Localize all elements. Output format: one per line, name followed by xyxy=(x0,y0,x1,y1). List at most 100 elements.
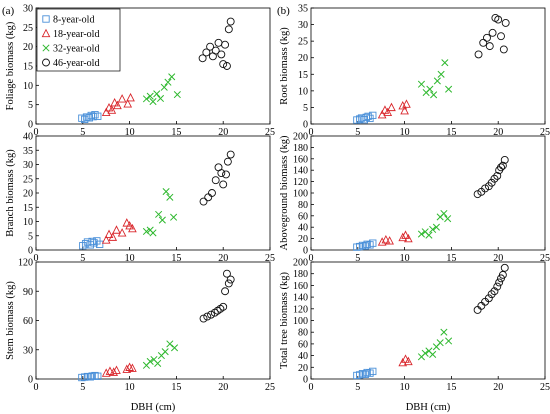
data-point xyxy=(402,99,411,108)
x-tick-label: 25 xyxy=(265,382,275,393)
y-axis-label: Stem biomass (kg) xyxy=(5,281,16,360)
x-tick-label: 25 xyxy=(540,382,550,393)
data-point xyxy=(199,314,208,323)
x-tick-label: 20 xyxy=(218,127,228,138)
data-point xyxy=(198,54,207,63)
y-tick-label: 140 xyxy=(293,166,308,177)
data-point xyxy=(223,157,232,166)
data-point xyxy=(126,92,135,102)
data-point xyxy=(202,48,211,57)
data-point xyxy=(404,233,413,243)
data-point xyxy=(493,171,502,180)
y-tick-label: 200 xyxy=(293,258,308,269)
plot-frame xyxy=(310,7,546,125)
data-point xyxy=(226,275,235,284)
x-tick-label: 5 xyxy=(355,382,360,393)
series-46-year-old xyxy=(473,155,509,199)
plot-frame xyxy=(310,261,546,380)
data-point xyxy=(398,232,408,242)
data-point xyxy=(203,312,212,321)
data-point xyxy=(445,337,453,345)
data-point xyxy=(369,367,377,376)
data-point xyxy=(108,232,118,241)
y-tick-label: 20 xyxy=(23,189,33,200)
plot-frame xyxy=(35,261,271,380)
x-axis-label-0: DBH (cm) xyxy=(131,402,176,413)
data-point xyxy=(477,301,486,310)
data-point xyxy=(421,349,429,357)
x-tick-label: 25 xyxy=(540,253,550,264)
x-tick-label: 20 xyxy=(493,253,503,264)
legend-label: 8-year-old xyxy=(53,15,94,26)
x-tick-label: 10 xyxy=(125,127,135,138)
y-tick-label: 90 xyxy=(23,287,33,298)
data-point xyxy=(401,230,410,239)
y-tick-label: 30 xyxy=(23,345,33,356)
data-point xyxy=(162,188,170,196)
data-point xyxy=(222,170,230,179)
x-tick-label: 5 xyxy=(80,253,85,264)
data-point xyxy=(128,223,137,233)
data-point xyxy=(226,17,235,26)
x-tick-label: 15 xyxy=(171,253,181,264)
y-tick-label: 160 xyxy=(293,154,308,165)
data-point xyxy=(499,45,508,54)
x-tick-label: 15 xyxy=(446,127,456,138)
data-point xyxy=(219,180,228,189)
series-46-year-old xyxy=(199,150,235,206)
y-tick-label: 15 xyxy=(23,203,33,214)
data-point xyxy=(432,223,440,231)
data-point xyxy=(109,367,119,376)
data-point xyxy=(417,230,426,238)
x-tick-label: 0 xyxy=(34,382,39,393)
data-point xyxy=(493,282,502,291)
legend: 8-year-old 18-year-old 32-year-old 46-year-… xyxy=(36,8,121,72)
data-point xyxy=(214,38,223,47)
data-point xyxy=(398,100,408,110)
series-8-year-old xyxy=(353,111,377,124)
y-tick-label: 80 xyxy=(298,328,308,339)
y-tick-label: 10 xyxy=(23,217,33,228)
data-point xyxy=(204,193,213,202)
legend-marker xyxy=(41,28,51,38)
y-tick-label: 200 xyxy=(293,132,308,143)
data-point xyxy=(377,109,387,119)
data-point xyxy=(128,363,137,372)
x-tick-label: 20 xyxy=(493,127,503,138)
y-tick-label: 25 xyxy=(23,174,33,185)
legend-marker xyxy=(42,15,50,23)
data-point xyxy=(381,234,391,244)
x-tick-label: 0 xyxy=(309,382,314,393)
y-axis-label: Root biomass (kg) xyxy=(279,27,290,105)
data-point xyxy=(153,90,161,98)
y-tick-label: 0 xyxy=(28,120,33,131)
data-point xyxy=(479,38,488,47)
data-point xyxy=(122,218,132,227)
data-point xyxy=(117,94,127,103)
data-point xyxy=(495,278,504,287)
data-point xyxy=(440,328,448,336)
data-point xyxy=(369,239,377,247)
data-point xyxy=(490,174,499,183)
data-point xyxy=(206,42,215,51)
data-point xyxy=(473,306,482,314)
y-axis-label: Aboveground biomass (kg) xyxy=(279,135,290,250)
data-point xyxy=(222,269,231,278)
y-tick-label: 15 xyxy=(298,70,308,81)
series-46-year-old xyxy=(474,13,510,59)
y-tick-label: 120 xyxy=(18,258,33,269)
y-tick-label: 20 xyxy=(298,53,308,64)
data-point xyxy=(142,227,151,236)
data-point xyxy=(364,112,372,121)
y-tick-label: 20 xyxy=(23,42,33,53)
data-point xyxy=(224,25,233,34)
series-8-year-old xyxy=(353,239,377,251)
series-18-year-old xyxy=(377,230,413,246)
y-tick-label: 60 xyxy=(298,211,308,222)
data-point xyxy=(222,62,231,70)
data-point xyxy=(217,50,226,59)
data-point xyxy=(488,28,497,37)
data-point xyxy=(426,85,434,93)
